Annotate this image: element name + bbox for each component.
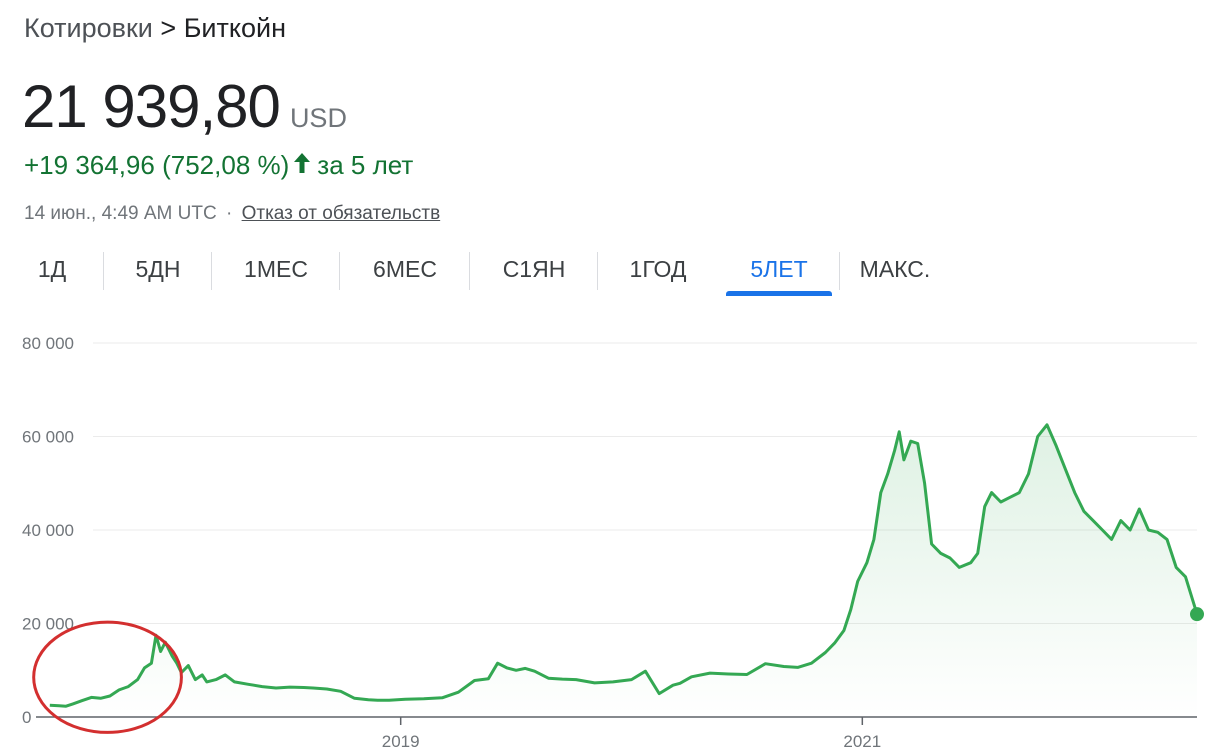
- tab-range-6[interactable]: 5ЛЕТ: [718, 248, 840, 296]
- tab-divider: [211, 252, 212, 290]
- tab-label: С1ЯН: [502, 255, 566, 282]
- tab-divider: [597, 252, 598, 290]
- breadcrumb-quotes-link[interactable]: Котировки: [24, 13, 153, 43]
- x-tick-label: 2019: [382, 732, 420, 751]
- tab-range-2[interactable]: 1МЕС: [212, 248, 340, 290]
- price-area: [49, 424, 1197, 717]
- tab-label: МАКС.: [859, 255, 931, 282]
- tab-label: 1ГОД: [629, 255, 687, 282]
- y-tick-label: 40 000: [22, 521, 74, 540]
- change-percent: (752,08 %): [162, 150, 290, 180]
- tab-range-1[interactable]: 5ДН: [104, 248, 212, 290]
- price-change: +19 364,96 (752,08 %) за 5 лет: [24, 150, 413, 181]
- tab-range-0[interactable]: 1Д: [0, 248, 104, 290]
- breadcrumb: Котировки > Биткойн: [24, 13, 286, 44]
- arrow-up-icon: [293, 150, 311, 181]
- current-price: 21 939,80: [22, 73, 281, 140]
- y-tick-label: 0: [22, 708, 31, 727]
- tab-label: 5ДН: [135, 255, 181, 282]
- tab-divider: [103, 252, 104, 290]
- price-currency: USD: [289, 103, 347, 133]
- tab-divider: [839, 252, 840, 290]
- tab-label: 5ЛЕТ: [750, 255, 808, 282]
- breadcrumb-separator: >: [160, 13, 177, 43]
- highlight-circle-annotation: [32, 620, 183, 734]
- change-period: за 5 лет: [317, 150, 414, 180]
- meta-separator: ·: [225, 203, 233, 224]
- tab-label: 1МЕС: [244, 255, 308, 282]
- price-meta: 14 июн., 4:49 AM UTC · Отказ от обязател…: [24, 203, 440, 225]
- breadcrumb-current: Биткойн: [183, 13, 286, 43]
- tab-divider: [339, 252, 340, 290]
- tab-range-7[interactable]: МАКС.: [840, 248, 950, 290]
- price-row: 21 939,80 USD: [22, 72, 347, 141]
- tab-range-3[interactable]: 6МЕС: [340, 248, 470, 290]
- disclaimer-link[interactable]: Отказ от обязательств: [241, 203, 441, 224]
- tab-label: 1Д: [37, 255, 67, 282]
- range-tabs: 1Д 5ДН 1МЕС 6МЕС С1ЯН 1ГОД 5ЛЕТ МАКС.: [0, 248, 950, 296]
- tab-range-5[interactable]: 1ГОД: [598, 248, 718, 290]
- y-tick-label: 20 000: [22, 615, 74, 634]
- x-tick-label: 2021: [843, 732, 881, 751]
- tab-label: 6МЕС: [373, 255, 437, 282]
- active-tab-indicator: [726, 291, 832, 296]
- y-tick-label: 80 000: [22, 334, 74, 353]
- price-line: [49, 423, 1199, 708]
- change-amount: +19 364,96: [24, 150, 155, 180]
- y-tick-label: 60 000: [22, 428, 74, 447]
- timestamp: 14 июн., 4:49 AM UTC: [24, 203, 217, 224]
- tab-range-4[interactable]: С1ЯН: [470, 248, 598, 290]
- tab-divider: [469, 252, 470, 290]
- current-price-marker: [1190, 607, 1204, 622]
